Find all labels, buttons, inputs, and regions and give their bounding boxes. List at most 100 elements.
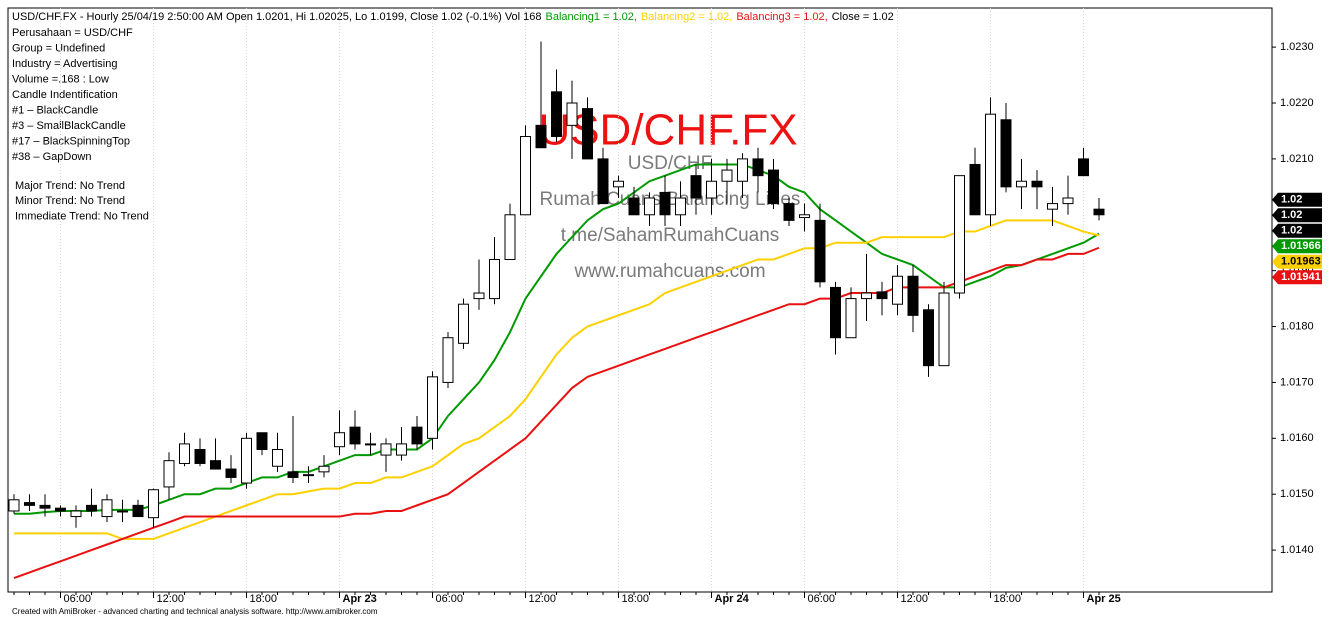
candle-body <box>1062 197 1074 205</box>
info-line: Candle Indentification <box>12 89 118 101</box>
candle-body <box>752 158 764 177</box>
footer: Created with AmiBroker - advanced charti… <box>12 607 378 616</box>
candle-body <box>923 309 934 367</box>
price-badge-label: 1.01941 <box>1281 271 1321 283</box>
legend-name: Balancing2 <box>641 11 695 23</box>
price-badge <box>1272 239 1322 254</box>
candle-body <box>86 504 97 512</box>
y-tick-label: 1.0160 <box>1280 432 1314 444</box>
candle-body <box>799 214 810 219</box>
price-badge-label: 1.02 <box>1281 194 1302 206</box>
candle-body <box>830 286 841 339</box>
info-line: #3 – SmallBlackCandle <box>12 120 126 132</box>
price-badge-label: 1.02 <box>1281 209 1302 221</box>
candle-body <box>737 158 748 182</box>
x-tick-label: 18:00 <box>622 593 650 605</box>
legend-value: = 1.02, <box>698 11 732 23</box>
candle-body <box>179 443 190 464</box>
watermark-symbol: USD/CHF.FX <box>538 106 797 155</box>
candle-body <box>1000 119 1012 188</box>
candle-body <box>1047 203 1058 210</box>
x-tick-label: 12:00 <box>529 593 557 605</box>
candle-body <box>845 298 857 339</box>
candle-body <box>349 426 361 445</box>
x-tick-label: 06:00 <box>64 593 92 605</box>
y-tick-label: 1.0220 <box>1280 97 1314 109</box>
y-tick-label: 1.0140 <box>1280 544 1314 556</box>
candle-body <box>783 203 795 221</box>
candle-body <box>287 471 299 478</box>
candle-body <box>690 175 702 199</box>
x-tick-label: 18:00 <box>250 593 278 605</box>
trend-line: Minor Trend: No Trend <box>15 195 125 207</box>
candle-body <box>411 426 423 445</box>
x-tick-label: Apr 24 <box>715 593 750 605</box>
price-badge-label: 1.01966 <box>1281 240 1321 252</box>
candle-body <box>628 197 640 216</box>
y-tick-label: 1.0230 <box>1280 41 1314 53</box>
candle-body <box>861 292 872 300</box>
candle-body <box>473 292 485 300</box>
candle-body <box>39 504 51 509</box>
candle-body <box>613 180 624 188</box>
watermark-line: t.me/SahamRumahCuans <box>561 225 780 246</box>
candle-body <box>303 474 314 477</box>
candle-body <box>644 197 655 216</box>
candle-body <box>225 468 237 478</box>
candle-body <box>132 504 144 518</box>
candle-body <box>396 443 407 456</box>
candle-body <box>70 510 82 518</box>
price-badge <box>1272 254 1322 269</box>
candle-body <box>458 303 469 344</box>
candle-body <box>241 437 252 484</box>
candle-body <box>520 136 531 216</box>
price-badge-label: 1.02 <box>1281 225 1302 237</box>
x-tick-label: Apr 23 <box>343 593 377 605</box>
candle-body <box>101 499 113 518</box>
candle-body <box>582 108 593 160</box>
candle-body <box>55 507 66 512</box>
info-line: Industry = Advertising <box>12 58 117 70</box>
candle-body <box>318 465 330 473</box>
candle-body <box>892 275 903 305</box>
info-line: Group = Undefined <box>12 42 105 54</box>
info-line: Volume =.168 : Low <box>12 73 109 85</box>
candle-body <box>117 510 128 513</box>
title-text: USD/CHF.FX - Hourly 25/04/19 2:50:00 AM … <box>12 11 542 23</box>
balancing-line <box>14 219 1100 540</box>
candle-body <box>1016 180 1027 188</box>
candle-body <box>969 163 981 216</box>
candle-body <box>194 448 206 464</box>
price-badge <box>1272 270 1322 285</box>
info-line: #1 – BlackCandle <box>12 104 98 116</box>
candle-body <box>365 443 376 446</box>
chart-title: USD/CHF.FX - Hourly 25/04/19 2:50:00 AM … <box>12 11 894 23</box>
candle-body <box>938 292 950 367</box>
candle-body <box>272 448 283 467</box>
trend-line: Immediate Trend: No Trend <box>15 210 149 222</box>
legend-value: = 1.02, <box>794 11 828 23</box>
candle-body <box>210 460 221 470</box>
candle-body <box>442 337 454 383</box>
price-badge <box>1272 208 1322 223</box>
candle-body <box>721 169 733 182</box>
candle-body <box>1093 208 1105 216</box>
price-badge <box>1272 192 1322 207</box>
info-line: #38 – GapDown <box>12 151 92 163</box>
candle-body <box>954 175 965 294</box>
price-badge <box>1272 223 1322 238</box>
candle-body <box>163 460 175 488</box>
watermark-line: USD/CHF <box>628 153 712 174</box>
candle-body <box>566 102 578 126</box>
trend-line: Major Trend: No Trend <box>15 180 125 192</box>
x-tick-label: Apr 25 <box>1087 593 1121 605</box>
balancing-line <box>14 163 1100 515</box>
legend-value: = 1.02, <box>603 11 637 23</box>
candle-body <box>876 291 888 300</box>
x-tick-label: 06:00 <box>808 593 836 605</box>
candle-body <box>706 180 717 199</box>
candle-body <box>768 169 779 205</box>
candle-body <box>148 489 159 519</box>
